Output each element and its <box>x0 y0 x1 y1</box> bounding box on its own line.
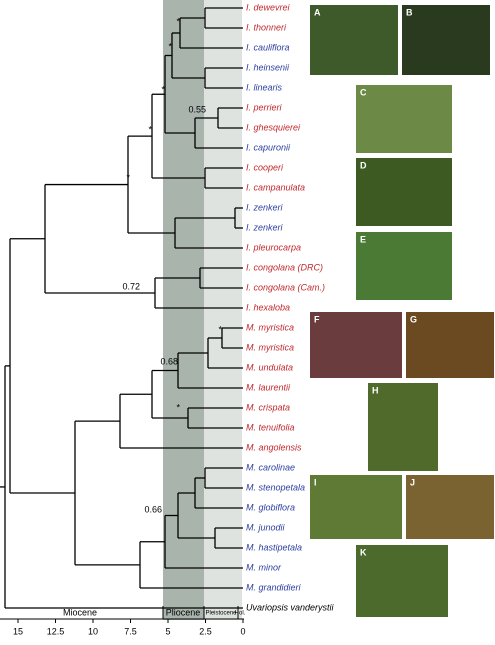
photo-panel <box>310 475 402 539</box>
taxon-label: M. grandidieri <box>246 582 302 592</box>
taxon-label: M. crispata <box>246 402 290 412</box>
panel-letter: E <box>360 234 366 244</box>
taxon-label: M. undulata <box>246 362 293 372</box>
pleistocene-band <box>204 0 242 620</box>
taxon-label: M. angolensis <box>246 442 302 452</box>
taxon-label: I. campanulata <box>246 182 305 192</box>
photo-panel <box>356 85 452 153</box>
photo-panel <box>356 158 452 226</box>
support-value: 0.72 <box>122 281 140 291</box>
tick-label: 12.5 <box>47 626 65 636</box>
taxon-label: M. myristica <box>246 342 294 352</box>
tick-label: 0 <box>240 626 245 636</box>
taxon-label: M. hastipetala <box>246 542 302 552</box>
taxon-label: I. ghesquierei <box>246 122 301 132</box>
taxon-label: I. zenkeri <box>246 222 284 232</box>
taxon-label: M. minor <box>246 562 282 572</box>
pliocene-band <box>163 0 204 620</box>
photo-panel <box>406 312 494 378</box>
epoch-label: Hol. <box>235 611 246 617</box>
panel-letter: A <box>314 7 321 17</box>
epoch-label: Pliocene <box>166 607 201 617</box>
taxon-label: I. capuronii <box>246 142 291 152</box>
panel-letter: I <box>314 477 317 487</box>
taxon-label: I. congolana (DRC) <box>246 262 323 272</box>
tick-label: 2.5 <box>199 626 212 636</box>
support-value: * <box>176 16 180 26</box>
panel-letter: B <box>406 7 413 17</box>
photo-panel <box>310 312 402 378</box>
taxon-label: M. junodii <box>246 522 286 532</box>
photo-panel <box>402 5 490 75</box>
photo-panel <box>356 232 452 300</box>
support-value: 0.66 <box>144 504 162 514</box>
taxon-label: I. zenkeri <box>246 202 284 212</box>
support-value: 0.55 <box>188 104 206 114</box>
taxon-label: I. heinsenii <box>246 62 290 72</box>
panel-letter: G <box>410 314 417 324</box>
taxon-label: I. cauliflora <box>246 42 290 52</box>
panel-letter: F <box>314 314 320 324</box>
tick-label: 5 <box>165 626 170 636</box>
support-value: * <box>161 84 165 94</box>
taxon-label: I. dewevrei <box>246 2 291 12</box>
photo-panel <box>368 383 438 471</box>
taxon-label: M. stenopetala <box>246 482 305 492</box>
taxon-label: M. myristica <box>246 322 294 332</box>
taxon-label: Uvariopsis vanderystii <box>246 602 335 612</box>
taxon-label: I. congolana (Cam.) <box>246 282 325 292</box>
epoch-label: Pleistocene <box>205 611 237 617</box>
panel-letter: H <box>372 385 379 395</box>
support-value: 0.68 <box>160 356 178 366</box>
taxon-label: I. thonneri <box>246 22 287 32</box>
epoch-label: Miocene <box>63 607 97 617</box>
panel-letter: K <box>360 547 367 557</box>
support-value: * <box>126 172 130 182</box>
panel-letter: C <box>360 87 367 97</box>
tick-label: 15 <box>13 626 23 636</box>
photo-panel <box>406 475 494 539</box>
taxon-label: I. hexaloba <box>246 302 290 312</box>
tick-label: 10 <box>88 626 98 636</box>
taxon-label: M. carolinae <box>246 462 295 472</box>
taxon-label: M. laurentii <box>246 382 291 392</box>
taxon-label: M. tenuifolia <box>246 422 295 432</box>
taxon-label: M. globiflora <box>246 502 295 512</box>
photo-panel <box>310 5 398 75</box>
panel-letter: D <box>360 160 367 170</box>
panel-letter: J <box>410 477 415 487</box>
photo-panel <box>356 545 448 617</box>
taxon-label: I. linearis <box>246 82 283 92</box>
tick-label: 7.5 <box>124 626 137 636</box>
support-value: * <box>148 124 152 134</box>
taxon-label: I. perrieri <box>246 102 283 112</box>
taxon-label: I. pleurocarpa <box>246 242 301 252</box>
support-value: * <box>168 41 172 51</box>
support-value: * <box>176 402 180 412</box>
taxon-label: I. cooperi <box>246 162 284 172</box>
support-value: * <box>218 324 222 334</box>
